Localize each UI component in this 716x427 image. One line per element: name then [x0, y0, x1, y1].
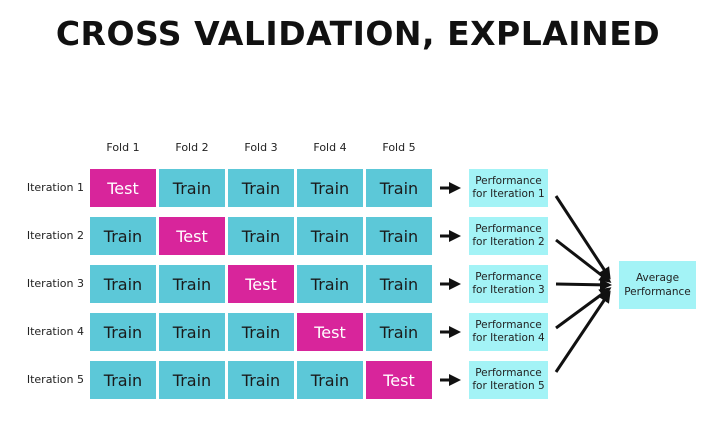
train-fold-cell: Train: [159, 265, 225, 303]
train-fold-cell: Train: [297, 265, 363, 303]
fold-header: Fold 5: [382, 141, 416, 154]
train-fold-cell: Train: [228, 169, 294, 207]
train-fold-cell: Train: [297, 361, 363, 399]
train-fold-cell: Train: [90, 361, 156, 399]
arrow-icon: [554, 290, 611, 373]
train-fold-cell: Train: [90, 217, 156, 255]
fold-header: Fold 1: [106, 141, 140, 154]
performance-box: Performance for Iteration 1: [469, 169, 548, 207]
train-fold-cell: Train: [228, 217, 294, 255]
train-fold-cell: Train: [90, 265, 156, 303]
iteration-label: Iteration 3: [26, 277, 84, 290]
arrow-icon: [555, 287, 612, 330]
train-fold-cell: Train: [159, 313, 225, 351]
performance-box: Performance for Iteration 2: [469, 217, 548, 255]
train-fold-cell: Train: [90, 313, 156, 351]
train-fold-cell: Train: [366, 265, 432, 303]
iteration-label: Iteration 2: [26, 229, 84, 242]
iteration-label: Iteration 5: [26, 373, 84, 386]
performance-box: Performance for Iteration 3: [469, 265, 548, 303]
test-fold-cell: Test: [297, 313, 363, 351]
fold-header: Fold 2: [175, 141, 209, 154]
iteration-label: Iteration 1: [26, 181, 84, 194]
test-fold-cell: Test: [90, 169, 156, 207]
train-fold-cell: Train: [228, 361, 294, 399]
train-fold-cell: Train: [228, 313, 294, 351]
fold-header: Fold 3: [244, 141, 278, 154]
page-title: CROSS VALIDATION, EXPLAINED: [55, 14, 661, 53]
fold-header: Fold 4: [313, 141, 347, 154]
train-fold-cell: Train: [159, 169, 225, 207]
train-fold-cell: Train: [297, 217, 363, 255]
performance-box: Performance for Iteration 5: [469, 361, 548, 399]
performance-box: Performance for Iteration 4: [469, 313, 548, 351]
iteration-label: Iteration 4: [26, 325, 84, 338]
train-fold-cell: Train: [366, 313, 432, 351]
arrow-icon: [555, 238, 612, 283]
test-fold-cell: Test: [159, 217, 225, 255]
arrow-icon: [554, 195, 611, 280]
average-performance-box: Average Performance: [619, 261, 696, 309]
test-fold-cell: Test: [366, 361, 432, 399]
train-fold-cell: Train: [366, 169, 432, 207]
train-fold-cell: Train: [159, 361, 225, 399]
train-fold-cell: Train: [297, 169, 363, 207]
train-fold-cell: Train: [366, 217, 432, 255]
test-fold-cell: Test: [228, 265, 294, 303]
arrow-icon: [555, 278, 612, 291]
